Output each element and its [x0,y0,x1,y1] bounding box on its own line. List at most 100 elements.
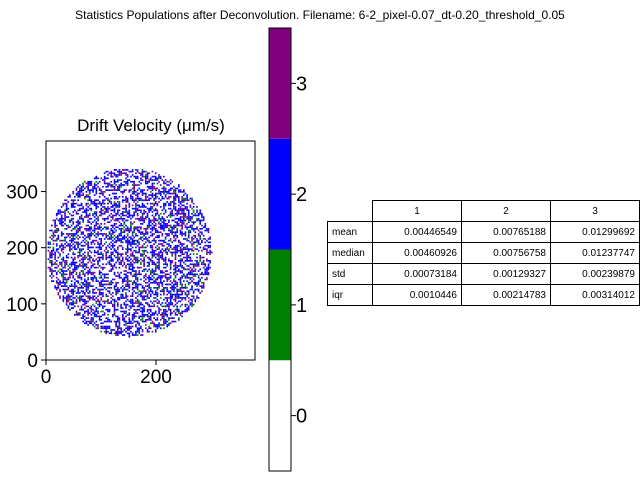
heatmap-pixel [59,295,61,298]
heatmap-pixel [62,280,65,282]
heatmap-pixel [54,256,56,259]
heatmap-pixel [141,169,144,171]
heatmap-pixel [87,243,89,245]
heatmap-pixel [201,256,203,259]
heatmap-pixel [169,246,172,249]
heatmap-pixel [163,239,165,242]
heatmap-pixel [140,177,142,180]
heatmap-pixel [128,335,131,338]
heatmap-pixel [135,234,137,237]
heatmap-pixel [194,228,197,230]
heatmap-pixel [192,209,195,212]
heatmap-pixel [173,310,175,313]
heatmap-pixel [64,228,66,230]
heatmap-pixel [158,255,160,257]
heatmap-pixel [74,246,76,249]
heatmap-pixel [100,319,103,321]
heatmap-pixel [146,270,149,272]
heatmap-pixel [74,268,76,271]
heatmap-pixel [184,224,187,227]
heatmap-pixel [154,197,157,200]
heatmap-pixel [201,261,203,264]
heatmap-pixel [70,283,73,286]
heatmap-pixel [153,221,155,223]
heatmap-pixel [123,273,126,276]
heatmap-pixel [88,180,91,183]
heatmap-pixel [74,287,76,289]
heatmap-pixel [156,244,159,247]
heatmap-pixel [51,276,53,279]
heatmap-pixel [183,221,185,223]
heatmap-pixel [156,281,159,284]
heatmap-pixel [187,293,190,296]
heatmap-pixel [103,182,106,185]
heatmap-pixel [138,249,141,252]
heatmap-pixel [140,238,142,240]
heatmap-pixel [93,219,96,222]
heatmap-pixel [163,310,165,313]
heatmap-pixel [98,238,101,240]
heatmap-pixel [67,224,70,227]
heatmap-pixel [181,290,183,293]
heatmap-pixel [151,255,154,257]
heatmap-pixel [85,214,88,217]
heatmap-pixel [207,268,210,271]
heatmap-pixel [149,177,152,180]
heatmap-pixel [90,234,93,237]
heatmap-pixel [178,211,180,213]
heatmap-pixel [93,315,96,318]
heatmap-pixel [118,217,121,220]
heatmap-pixel [184,303,187,306]
heatmap-pixel [125,177,127,180]
heatmap-pixel [186,244,188,247]
heatmap-pixel [130,214,132,217]
heatmap-pixel [87,261,89,264]
heatmap-pixel [135,310,137,313]
heatmap-pixel [151,170,154,173]
heatmap-pixel [65,270,68,272]
heatmap-pixel [70,219,73,222]
heatmap-pixel [126,263,129,266]
heatmap-pixel [67,244,70,247]
heatmap-pixel [171,302,174,304]
heatmap-pixel [51,265,53,267]
heatmap-pixel [145,246,147,249]
heatmap-pixel [62,251,65,254]
heatmap-pixel [153,187,155,190]
heatmap-pixel [52,234,55,237]
heatmap-pixel [54,270,56,272]
heatmap-pixel [184,212,187,215]
heatmap-pixel [164,320,167,323]
heatmap-pixel [100,256,103,259]
heatmap-pixel [80,261,83,264]
heatmap-pixel [183,275,185,277]
heatmap-pixel [199,280,202,282]
heatmap-pixel [64,270,66,272]
heatmap-pixel [115,214,117,217]
heatmap-pixel [98,224,101,227]
heatmap-pixel [103,238,106,240]
heatmap-pixel [173,219,175,222]
heatmap-pixel [107,327,109,330]
heatmap-pixel [184,292,187,294]
heatmap-pixel [143,211,145,213]
heatmap-pixel [163,224,165,227]
heatmap-pixel [135,300,137,303]
heatmap-pixel [49,260,51,262]
heatmap-pixel [87,253,89,255]
heatmap-pixel [143,297,145,299]
heatmap-pixel [125,300,127,303]
heatmap-pixel [125,285,127,287]
heatmap-pixel [112,224,114,227]
heatmap-pixel [141,312,144,314]
heatmap-pixel [146,228,149,230]
heatmap-pixel [130,327,132,330]
heatmap-pixel [79,273,81,276]
heatmap-pixel [88,290,91,293]
heatmap-pixel [79,292,81,294]
heatmap-pixel [186,308,188,311]
heatmap-pixel [55,231,58,234]
heatmap-pixel [189,197,192,200]
heatmap-pixel [74,297,76,299]
heatmap-pixel [110,175,113,178]
